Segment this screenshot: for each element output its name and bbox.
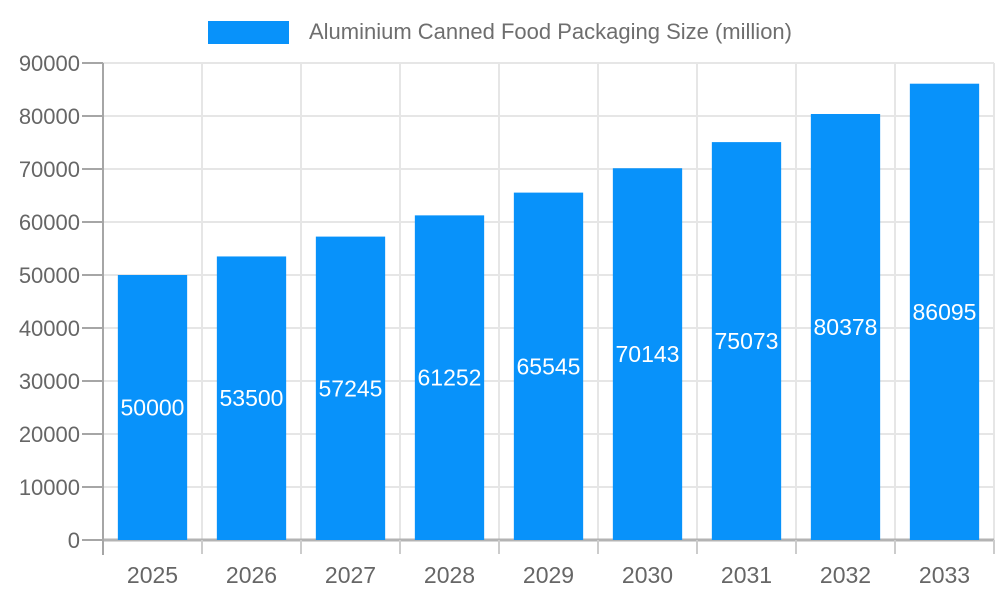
bar-value-label: 80378 [814,314,878,340]
y-tick-label: 10000 [19,475,80,500]
bar [909,83,980,540]
bar [513,192,584,540]
legend-swatch [207,20,289,44]
y-tick-label: 50000 [19,263,80,288]
x-tick-label: 2029 [523,562,574,588]
bar [711,142,782,540]
y-tick-label: 70000 [19,157,80,182]
y-tick-label: 60000 [19,210,80,235]
y-tick-label: 30000 [19,369,80,394]
bar [810,113,881,541]
x-tick-label: 2027 [325,562,376,588]
bar-value-label: 86095 [913,299,977,325]
bar-value-label: 65545 [517,353,581,379]
x-tick-label: 2031 [721,562,772,588]
x-tick-label: 2030 [622,562,673,588]
bar [612,168,683,540]
y-tick-label: 80000 [19,104,80,129]
bar-value-label: 57245 [319,375,383,401]
bar-value-label: 53500 [220,385,284,411]
y-tick-label: 40000 [19,316,80,341]
bar-value-label: 61252 [418,365,482,391]
y-tick-label: 90000 [19,51,80,76]
legend-item[interactable]: Aluminium Canned Food Packaging Size (mi… [0,19,1000,44]
x-tick-label: 2033 [919,562,970,588]
bar [414,215,485,541]
y-tick-label: 20000 [19,422,80,447]
bar-value-label: 75073 [715,328,779,354]
x-tick-label: 2026 [226,562,277,588]
bar [315,236,386,540]
bar [117,275,188,540]
bar [216,256,287,540]
x-tick-label: 2028 [424,562,475,588]
bar-value-label: 50000 [121,395,185,421]
legend-label: Aluminium Canned Food Packaging Size (mi… [308,19,792,44]
bar-value-label: 70143 [616,341,680,367]
y-tick-label: 0 [68,528,80,553]
x-tick-label: 2025 [127,562,178,588]
x-tick-label: 2032 [820,562,871,588]
